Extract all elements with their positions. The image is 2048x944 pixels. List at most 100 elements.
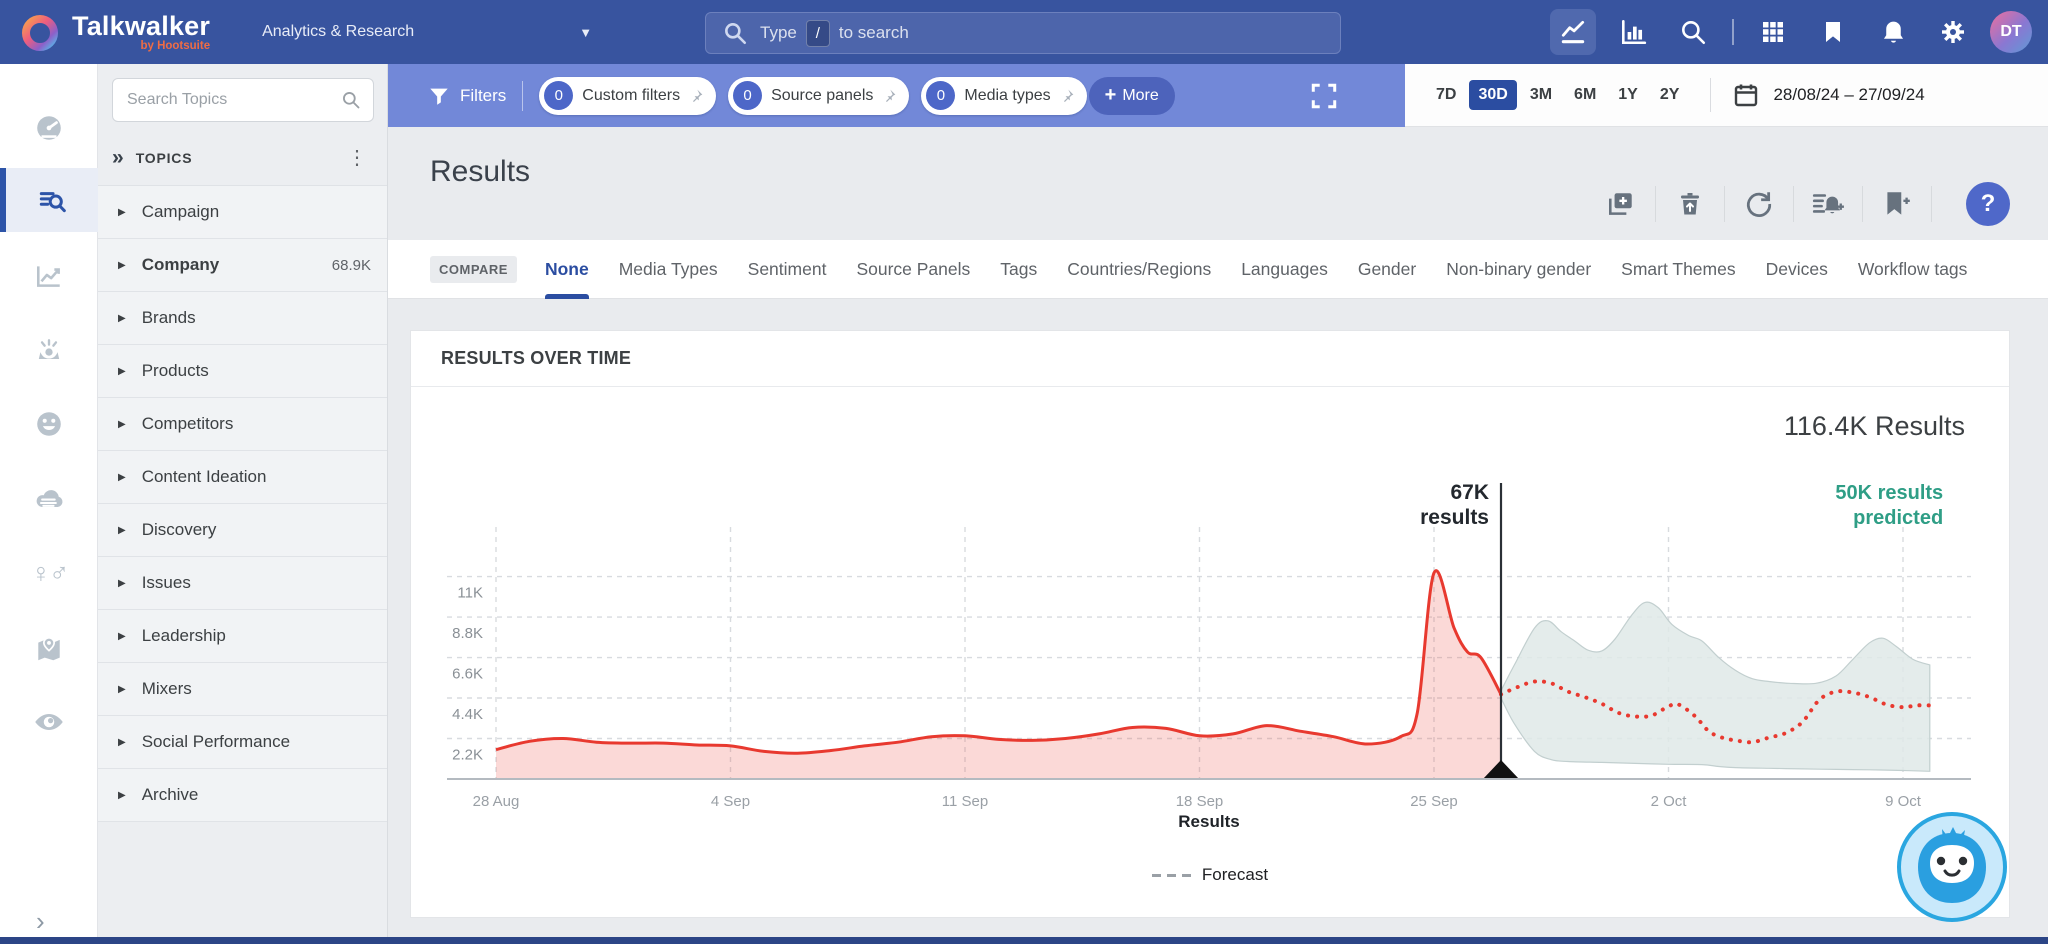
topics-header: » TOPICS ⋮ xyxy=(98,130,387,186)
save-search-button[interactable] xyxy=(1880,187,1914,221)
expand-arrow-icon[interactable]: ▶ xyxy=(118,789,126,801)
help-button[interactable]: ? xyxy=(1966,182,2010,226)
time-range-bar: 7D 30D 3M 6M 1Y 2Y 28/08/24 – 27/09/24 xyxy=(1405,64,2048,127)
create-alert-button[interactable] xyxy=(1811,187,1845,221)
talkwalker-logo[interactable]: Talkwalker by Hootsuite xyxy=(18,10,210,54)
expand-arrow-icon[interactable]: ▶ xyxy=(118,418,126,430)
more-filters-button[interactable]: + More xyxy=(1088,76,1175,115)
sidebar-item-media-wall[interactable] xyxy=(0,690,98,754)
range-button-6m[interactable]: 6M xyxy=(1574,86,1597,103)
bookmarks-button[interactable] xyxy=(1810,9,1856,55)
user-avatar[interactable]: DT xyxy=(1990,11,2032,53)
sidebar-item-sentiment[interactable] xyxy=(0,392,98,456)
tab-media-types[interactable]: Media Types xyxy=(618,258,718,279)
collapse-rail-chevron[interactable]: › xyxy=(36,906,45,936)
quick-search-button[interactable] xyxy=(1670,9,1716,55)
expand-arrow-icon[interactable]: ▶ xyxy=(118,206,126,218)
clean-data-button[interactable] xyxy=(1673,187,1707,221)
topics-search-input[interactable] xyxy=(112,78,374,122)
expand-arrow-icon[interactable]: ▶ xyxy=(118,577,126,589)
sidebar-item-issues[interactable]: ▶ Issues xyxy=(98,557,387,610)
range-button-3m[interactable]: 3M xyxy=(1529,86,1553,103)
topic-label: Leadership xyxy=(141,626,226,645)
sidebar-item-archive[interactable]: ▶ Archive xyxy=(98,769,387,822)
expand-arrow-icon[interactable]: ▶ xyxy=(118,312,126,324)
topics-list: ▶ Campaign ▶ Company 68.9K ▶ Brands ▶ Products ▶ C… xyxy=(98,186,387,822)
fullscreen-button[interactable] xyxy=(1309,81,1339,116)
tab-workflow-tags[interactable]: Workflow tags xyxy=(1857,258,1968,279)
talkwalker-logo-icon xyxy=(22,15,58,51)
expand-arrow-icon[interactable]: ▶ xyxy=(118,736,126,748)
sidebar-item-products[interactable]: ▶ Products xyxy=(98,345,387,398)
sidebar-item-results[interactable] xyxy=(0,168,98,232)
trash-icon xyxy=(1681,193,1699,215)
topic-label: Mixers xyxy=(141,679,192,698)
expand-arrow-icon[interactable]: ▶ xyxy=(118,365,126,377)
chip-label: Custom filters xyxy=(582,86,681,104)
compare-button[interactable]: COMPARE xyxy=(430,255,517,283)
refresh-button[interactable] xyxy=(1742,187,1776,221)
tab-source-panels[interactable]: Source Panels xyxy=(856,258,971,279)
filter-chip-media-types[interactable]: 0 Media types xyxy=(921,76,1087,115)
date-range-picker[interactable]: 28/08/24 – 27/09/24 xyxy=(1733,82,1925,108)
expand-arrow-icon[interactable]: ▶ xyxy=(118,471,126,483)
topic-label: Campaign xyxy=(141,202,220,221)
sidebar-item-campaign[interactable]: ▶ Campaign xyxy=(98,186,387,239)
filters-button[interactable]: Filters xyxy=(428,85,506,107)
tab-sentiment[interactable]: Sentiment xyxy=(747,258,827,279)
total-results-label: 116.4K Results xyxy=(1783,411,1965,441)
tab-devices[interactable]: Devices xyxy=(1765,258,1828,279)
collapse-panel-icon[interactable]: » xyxy=(112,145,124,169)
sidebar-item-competitors[interactable]: ▶ Competitors xyxy=(98,398,387,451)
reports-button[interactable] xyxy=(1610,9,1656,55)
tab-languages[interactable]: Languages xyxy=(1241,258,1328,279)
icon-divider xyxy=(1655,186,1656,222)
notifications-button[interactable] xyxy=(1870,9,1916,55)
pin-icon[interactable] xyxy=(881,88,897,104)
search-placeholder-post: to search xyxy=(838,23,909,42)
sidebar-item-demographics[interactable]: ♀♂ xyxy=(0,541,98,605)
tab-none[interactable]: None xyxy=(544,240,589,299)
tab-countries-regions[interactable]: Countries/Regions xyxy=(1067,258,1212,279)
expand-arrow-icon[interactable]: ▶ xyxy=(118,630,126,642)
sidebar-item-dashboards[interactable] xyxy=(0,96,98,160)
range-button-30d[interactable]: 30D xyxy=(1469,80,1517,110)
topics-menu-icon[interactable]: ⋮ xyxy=(347,147,367,169)
tab-gender[interactable]: Gender xyxy=(1357,258,1417,279)
global-search-input[interactable]: Type / to search xyxy=(705,12,1341,54)
topic-label: Issues xyxy=(141,573,191,592)
sidebar-item-world-map[interactable] xyxy=(0,617,98,681)
icon-divider xyxy=(1724,186,1725,222)
results-over-time-chart[interactable]: 2.2K 4.4K 6.6K 8.8K 11K 28 Aug 4 Sep 11 Sep 18 S… xyxy=(441,427,1981,857)
sidebar-item-trends[interactable] xyxy=(0,244,98,308)
add-to-dashboard-button[interactable] xyxy=(1604,187,1638,221)
sidebar-item-company[interactable]: ▶ Company 68.9K xyxy=(98,239,387,292)
range-button-2y[interactable]: 2Y xyxy=(1659,86,1680,103)
filter-chip-source-panels[interactable]: 0 Source panels xyxy=(728,76,910,115)
expand-arrow-icon[interactable]: ▶ xyxy=(118,259,126,271)
sidebar-item-themes[interactable] xyxy=(0,467,98,531)
tab-smart-themes[interactable]: Smart Themes xyxy=(1621,258,1736,279)
range-button-1y[interactable]: 1Y xyxy=(1618,86,1638,103)
svg-text:50K results: 50K results xyxy=(1835,482,1943,504)
sidebar-item-content-ideation[interactable]: ▶ Content Ideation xyxy=(98,451,387,504)
sidebar-item-mixers[interactable]: ▶ Mixers xyxy=(98,663,387,716)
analytics-line-chart-button[interactable] xyxy=(1550,9,1596,55)
pin-icon[interactable] xyxy=(688,88,704,104)
sidebar-item-social-performance[interactable]: ▶ Social Performance xyxy=(98,716,387,769)
sidebar-item-brands[interactable]: ▶ Brands xyxy=(98,292,387,345)
filter-chip-custom-filters[interactable]: 0 Custom filters xyxy=(539,76,717,115)
sidebar-item-leadership[interactable]: ▶ Leadership xyxy=(98,610,387,663)
expand-arrow-icon[interactable]: ▶ xyxy=(118,524,126,536)
workspace-selector[interactable]: Analytics & Research ▼ xyxy=(262,23,592,41)
owly-chat-button[interactable] xyxy=(1896,811,2008,928)
tab-tags[interactable]: Tags xyxy=(1000,258,1038,279)
settings-button[interactable] xyxy=(1930,9,1976,55)
expand-arrow-icon[interactable]: ▶ xyxy=(118,683,126,695)
tab-non-binary-gender[interactable]: Non-binary gender xyxy=(1446,258,1592,279)
apps-grid-button[interactable] xyxy=(1750,9,1796,55)
pin-icon[interactable] xyxy=(1059,88,1075,104)
range-button-7d[interactable]: 7D xyxy=(1436,86,1457,103)
sidebar-item-influencers[interactable] xyxy=(0,319,98,383)
sidebar-item-discovery[interactable]: ▶ Discovery xyxy=(98,504,387,557)
